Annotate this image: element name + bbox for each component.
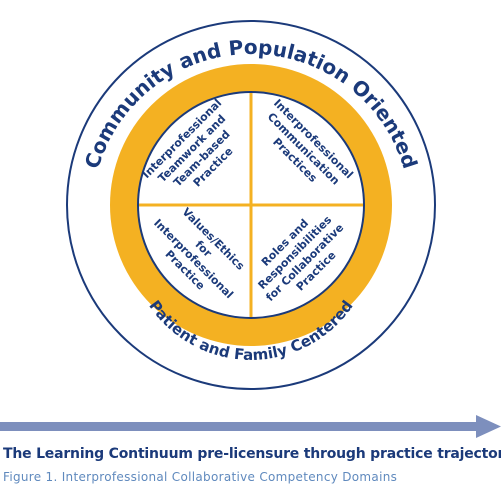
figure-caption: Figure 1. Interprofessional Collaborativ… <box>3 470 398 484</box>
continuum-caption: The Learning Continuum pre-licensure thr… <box>3 446 501 462</box>
arrow-head-icon <box>476 415 501 438</box>
arrow-shaft <box>0 422 478 431</box>
continuum-arrow <box>0 415 501 438</box>
